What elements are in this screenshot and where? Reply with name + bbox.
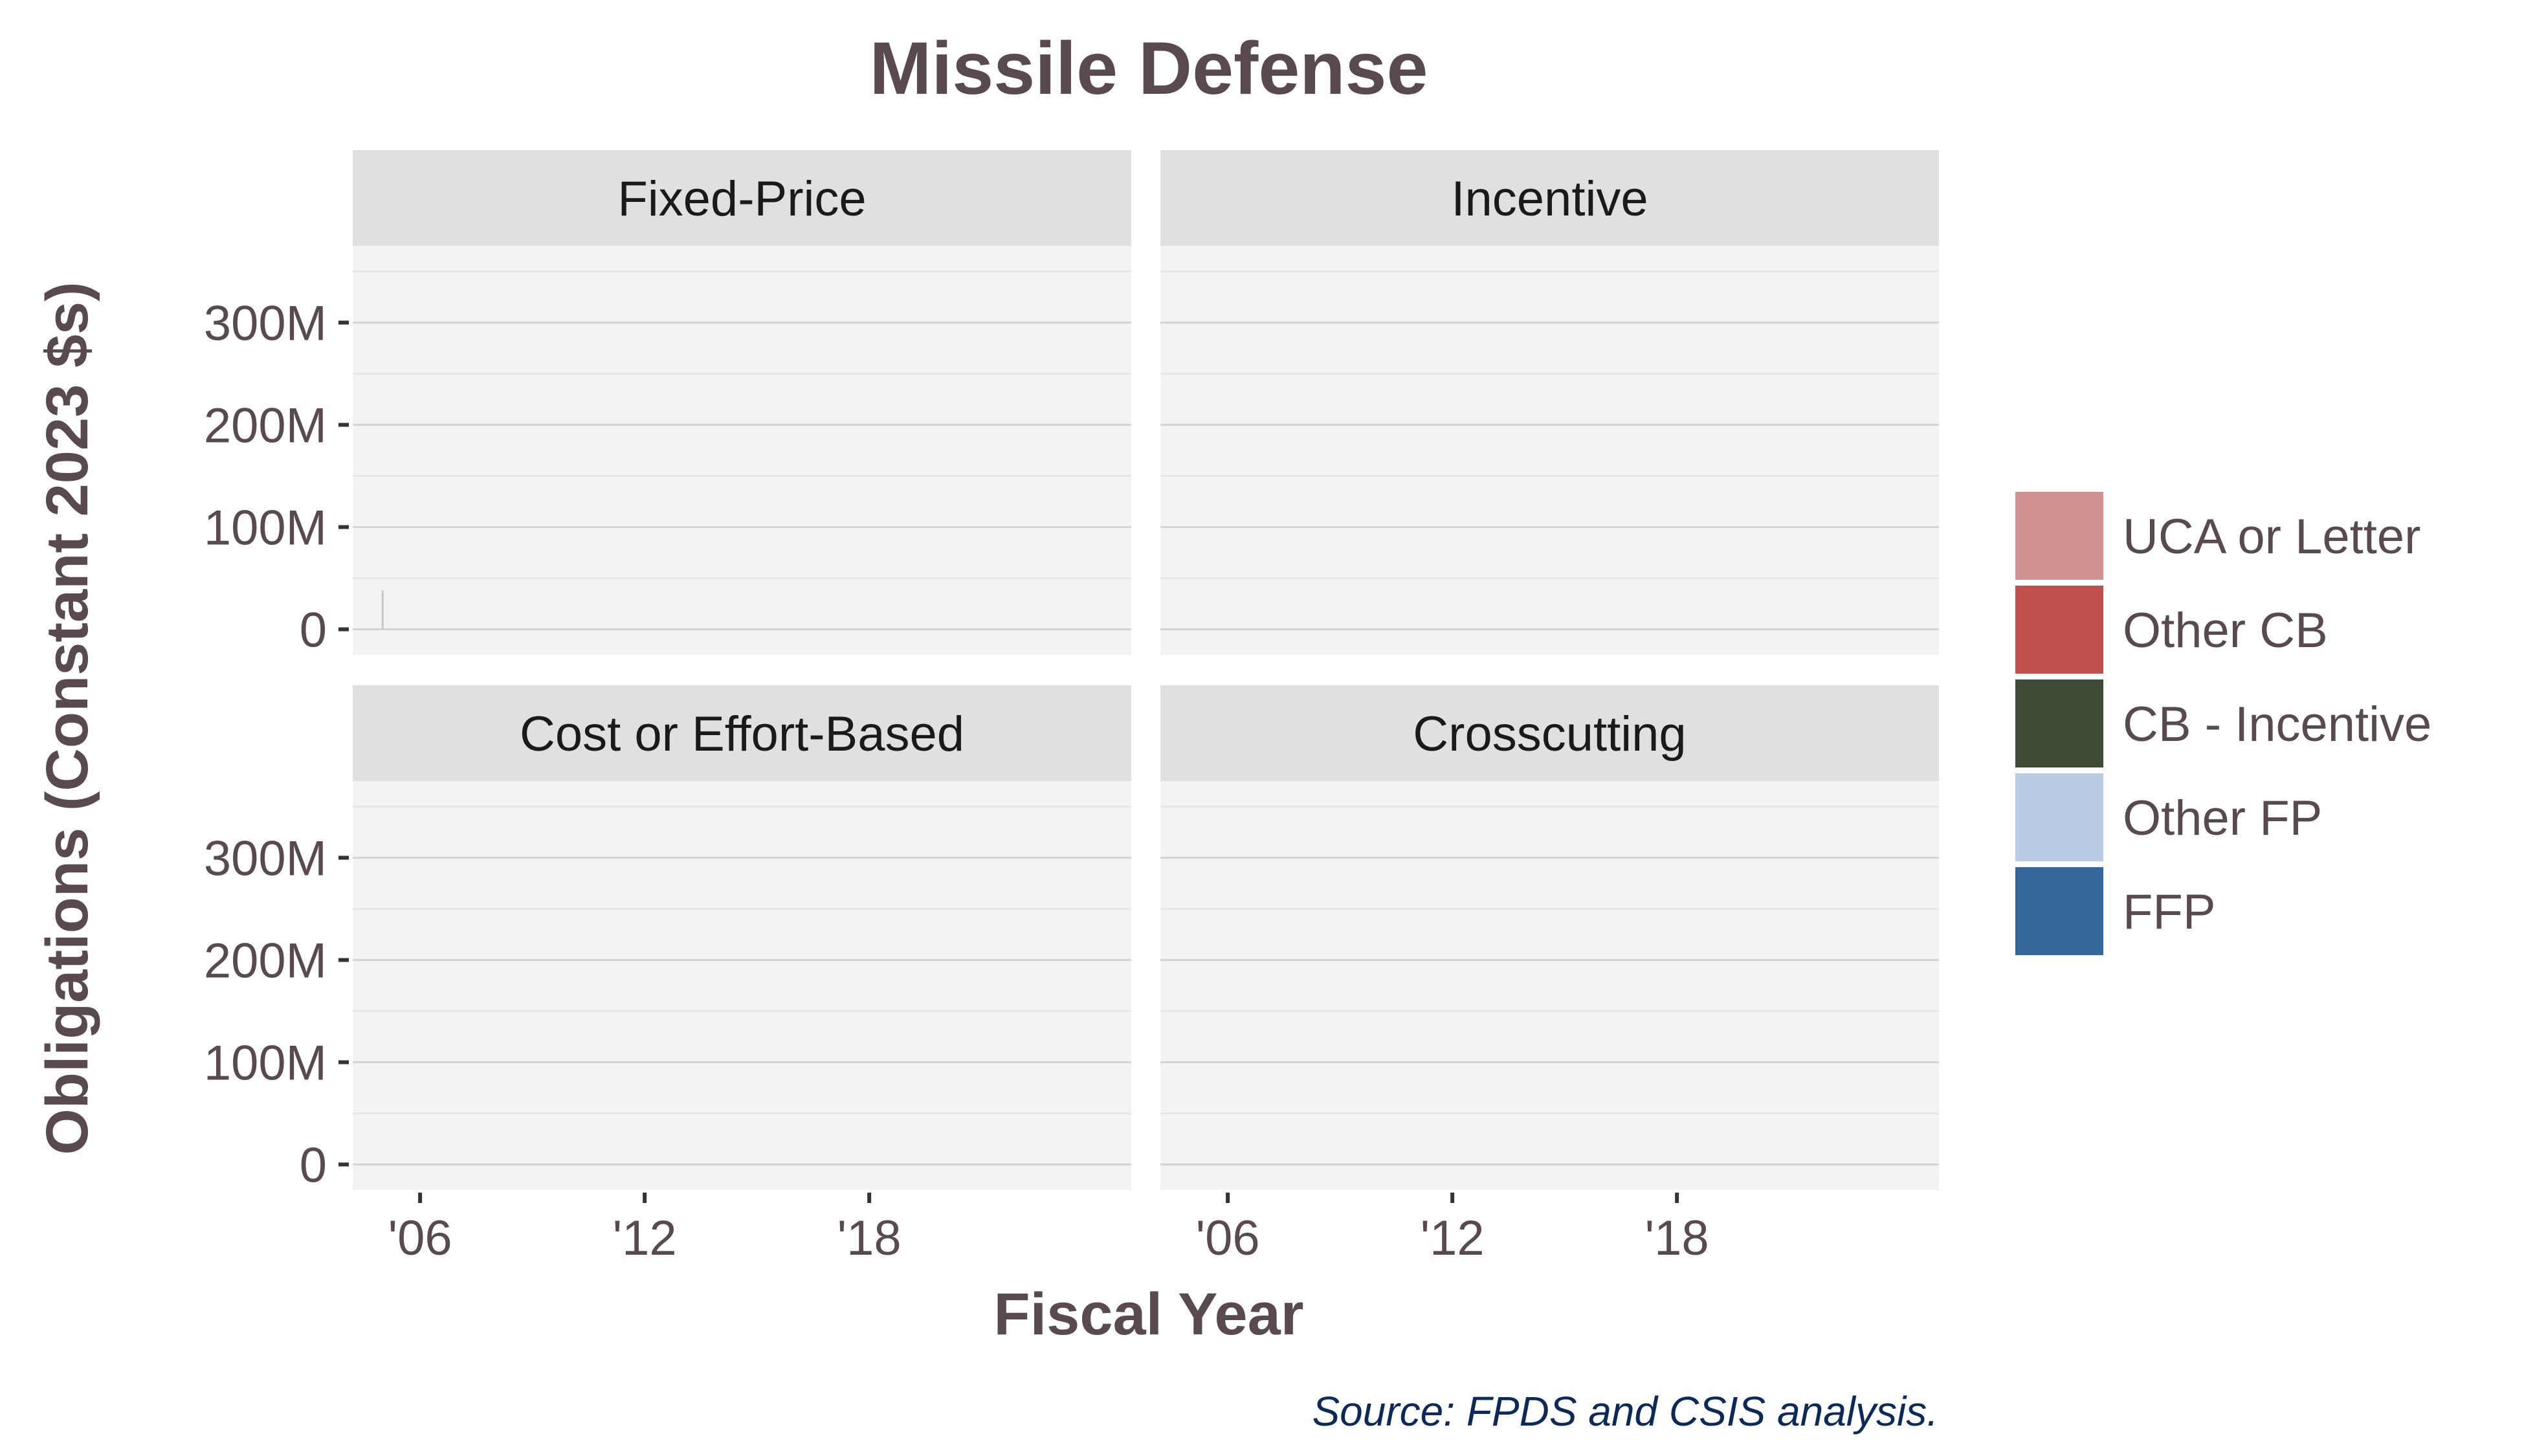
legend-item: CB - Incentive [2013,677,2431,770]
facet-panels: Fixed-Price 0 100M 200M 300M Incentive Cost or… [204,150,1939,1266]
facet-panel: Incentive [1160,150,1939,655]
x-tick-label: '06 [388,1211,452,1266]
facet-strip [353,150,1131,246]
facet-strip [1160,685,1939,781]
facet-panel: Crosscutting '06 '12 '18 [1160,685,1939,1266]
x-tick-label: '12 [613,1211,677,1266]
legend-key [2013,677,2106,770]
y-tick-label: 0 [300,603,327,658]
x-tick-label: '18 [837,1211,902,1266]
x-tick-label: '18 [1645,1211,1709,1266]
legend-key [2013,489,2106,582]
legend-label: UCA or Letter [2123,509,2420,564]
y-tick-label: 200M [204,934,327,989]
y-tick-label: 200M [204,399,327,454]
x-tick-label: '06 [1196,1211,1260,1266]
legend-item: FFP [2013,865,2216,958]
facet-strip [1160,150,1939,246]
legend-item: Other CB [2013,583,2328,676]
y-tick-label: 0 [300,1138,327,1193]
legend: UCA or Letter Other CB CB - Incentive Other… [2013,489,2431,958]
facet-strip-label: Crosscutting [1413,707,1686,762]
panel-background [1160,246,1939,655]
y-tick-label: 100M [204,1036,327,1091]
facet-strip-label: Incentive [1451,171,1648,226]
facet-panel: Cost or Effort-Based 0 100M 200M 300M '06 '12 '… [204,685,1131,1266]
legend-label: Other FP [2123,791,2322,846]
facet-strip-label: Cost or Effort-Based [520,707,964,762]
y-tick-label: 100M [204,501,327,556]
y-tick-label: 300M [204,296,327,351]
legend-label: CB - Incentive [2123,697,2431,752]
source-note: Source: FPDS and CSIS analysis. [1312,1388,1938,1435]
chart-title: Missile Defense [870,27,1428,110]
x-axis-title: Fiscal Year [993,1281,1303,1347]
legend-key [2013,771,2106,864]
x-tick-label: '12 [1421,1211,1485,1266]
legend-key [2013,583,2106,676]
facet-strip [353,685,1131,781]
panel-background [353,246,1131,655]
legend-label: FFP [2123,885,2216,940]
panel-background [1160,781,1939,1190]
y-axis-title: Obligations (Constant 2023 $s) [34,281,100,1155]
y-tick-label: 300M [204,832,327,887]
legend-key [2013,865,2106,958]
facet-strip-label: Fixed-Price [617,171,866,226]
bar-ffp [381,590,384,630]
legend-item: UCA or Letter [2013,489,2420,582]
panel-background [353,781,1131,1190]
legend-item: Other FP [2013,771,2322,864]
facet-panel: Fixed-Price 0 100M 200M 300M [204,150,1131,658]
legend-label: Other CB [2123,603,2328,658]
